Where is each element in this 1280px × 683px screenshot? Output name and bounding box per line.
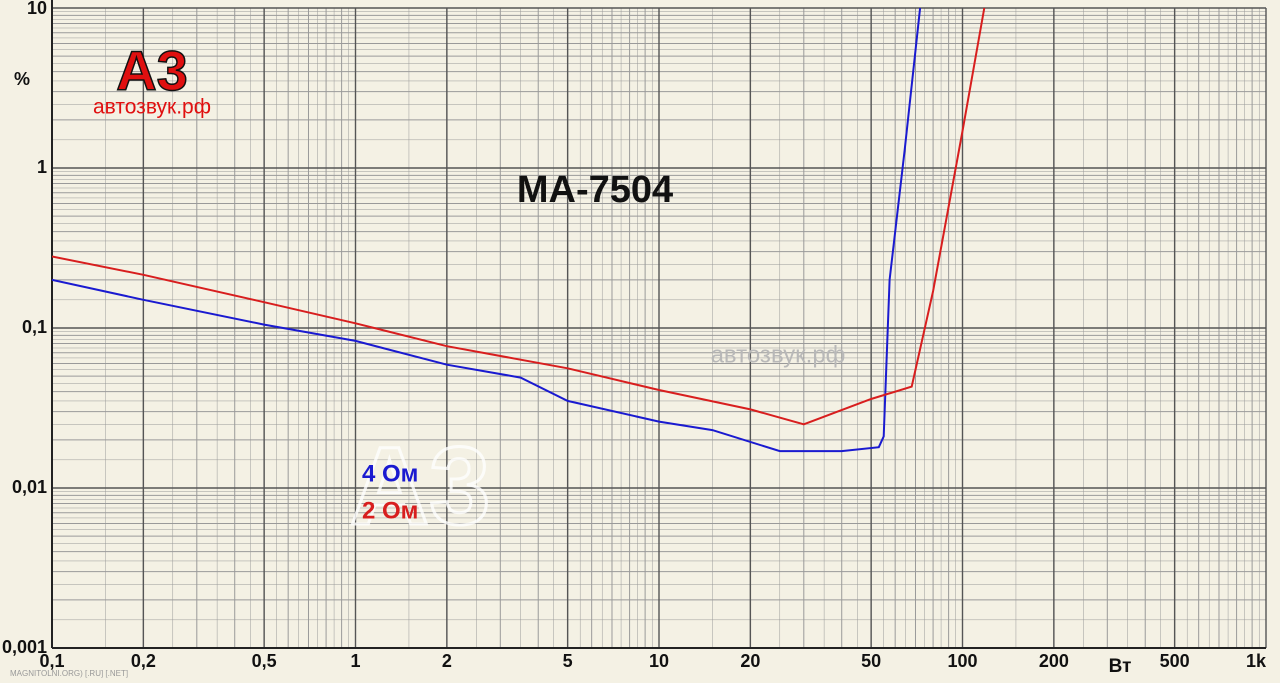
y-axis-label: %	[14, 69, 30, 89]
data-line	[52, 7, 986, 426]
y-tick-label: 0,1	[22, 317, 47, 337]
grid	[51, 0, 1267, 649]
x-tick-label: 10	[649, 651, 669, 671]
y-tick-label: 10	[27, 0, 47, 18]
x-tick-label: 1k	[1246, 651, 1267, 671]
x-tick-label: 500	[1160, 651, 1190, 671]
logo-caption: автозвук.рф	[93, 96, 211, 119]
watermark-logo: А3	[350, 425, 491, 548]
chart-title: MA-7504	[517, 169, 673, 211]
x-tick-label: 0,5	[252, 651, 277, 671]
x-tick-label: 50	[861, 651, 881, 671]
x-tick-label: 0,1	[39, 651, 64, 671]
x-tick-label: 200	[1039, 651, 1069, 671]
x-axis-label: Вт	[1109, 656, 1132, 677]
x-tick-label: 20	[740, 651, 760, 671]
logo: А3	[116, 39, 188, 102]
x-tick-label: 100	[947, 651, 977, 671]
x-tick-label: 5	[563, 651, 573, 671]
legend: 4 Ом 2 Ом	[362, 460, 418, 524]
watermark: автозвук.рф	[711, 341, 846, 368]
legend-entry: 4 Ом	[362, 460, 418, 487]
data-line	[52, 7, 922, 453]
footer-credit: MAGNITOLNI.ORG) [.RU] [.NET]	[10, 669, 128, 678]
x-tick-label: 1	[350, 651, 360, 671]
y-tick-label: 1	[37, 157, 47, 177]
legend-entry: 2 Ом	[362, 497, 418, 524]
lines	[52, 7, 986, 453]
x-tick-label: 2	[442, 651, 452, 671]
x-tick-label: 0,2	[131, 651, 156, 671]
y-tick-label: 0,01	[12, 477, 47, 497]
y-tick-label: 0,001	[2, 637, 47, 657]
